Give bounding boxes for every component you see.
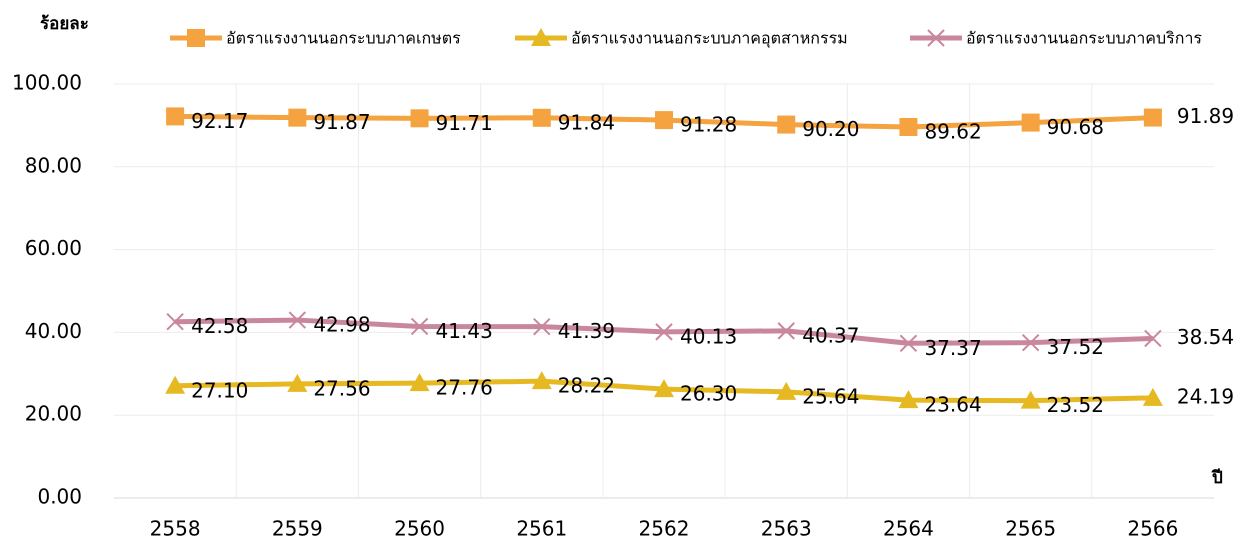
data-point [777,322,795,340]
data-point [288,108,307,127]
data-point [1142,387,1163,406]
data-label: 26.30 [680,382,737,406]
data-label: 40.13 [680,324,737,348]
data-point [1021,333,1040,352]
data-point [655,111,673,130]
data-label: 23.64 [924,393,981,417]
legend-label: อัตราแรงงานนอกระบบภาคเกษตร [226,29,461,48]
data-point [287,373,308,392]
data-point [410,317,429,336]
data-point [1144,329,1162,348]
data-label: 42.98 [313,313,370,337]
y-tick-label: 20.00 [25,402,82,426]
data-point [532,108,551,127]
data-point [410,109,429,128]
x-tick-label: 2566 [1127,517,1178,541]
data-point [288,311,307,329]
data-point [1021,113,1040,132]
legend-label: อัตราแรงงานนอกระบบภาคบริการ [966,29,1202,48]
legend-marker [187,29,205,47]
x-tick-label: 2564 [883,517,934,541]
data-label: 89.62 [924,119,981,143]
data-point [165,375,186,394]
x-tick-label: 2561 [516,517,567,541]
data-point [777,115,796,134]
data-label: 27.76 [436,376,493,400]
data-label: 24.19 [1177,384,1234,408]
y-axis-title: ร้อยละ [40,14,89,34]
data-point [899,117,918,136]
x-tick-label: 2560 [394,517,445,541]
x-axis-title: ปี [1211,467,1223,488]
data-point [533,317,551,336]
data-point [1143,108,1162,127]
data-label: 28.22 [558,374,615,398]
x-tick-label: 2563 [761,517,812,541]
data-label: 41.43 [436,319,493,343]
data-label: 90.68 [1047,115,1104,139]
data-point [1020,390,1041,409]
y-tick-label: 100.00 [12,71,82,95]
data-point [531,371,552,390]
data-point [776,381,797,400]
data-label: 91.89 [1177,104,1234,128]
legend-marker [531,28,551,46]
data-point [655,323,673,341]
x-tick-label: 2565 [1005,517,1056,541]
data-label: 41.39 [558,319,615,343]
data-label: 91.84 [558,110,615,134]
data-point [409,373,430,392]
x-tick-label: 2558 [150,517,201,541]
y-tick-label: 60.00 [25,236,82,260]
y-tick-label: 0.00 [37,485,82,509]
data-label: 27.56 [313,376,370,400]
legend-label: อัตราแรงงานนอกระบบภาคอุตสาหกรรม [571,29,848,49]
data-label: 37.37 [924,336,981,360]
data-label: 27.10 [191,378,248,402]
x-tick-label: 2562 [639,517,690,541]
y-tick-label: 80.00 [25,153,82,177]
data-label: 91.87 [313,110,370,134]
data-point [899,334,918,352]
data-label: 91.71 [436,111,493,135]
data-label: 42.58 [191,314,248,338]
data-label: 90.20 [802,117,859,141]
data-point [166,107,185,126]
x-tick-label: 2559 [272,517,323,541]
data-label: 40.37 [802,323,859,347]
data-point [654,379,674,398]
data-point [166,313,184,331]
data-label: 91.28 [680,113,737,137]
data-label: 38.54 [1177,325,1234,349]
legend-marker [927,29,945,47]
data-label: 37.52 [1047,335,1104,359]
data-label: 25.64 [802,384,859,408]
data-label: 23.52 [1047,393,1104,417]
data-point [898,390,919,409]
data-label: 92.17 [191,109,248,133]
y-tick-label: 40.00 [25,319,82,343]
